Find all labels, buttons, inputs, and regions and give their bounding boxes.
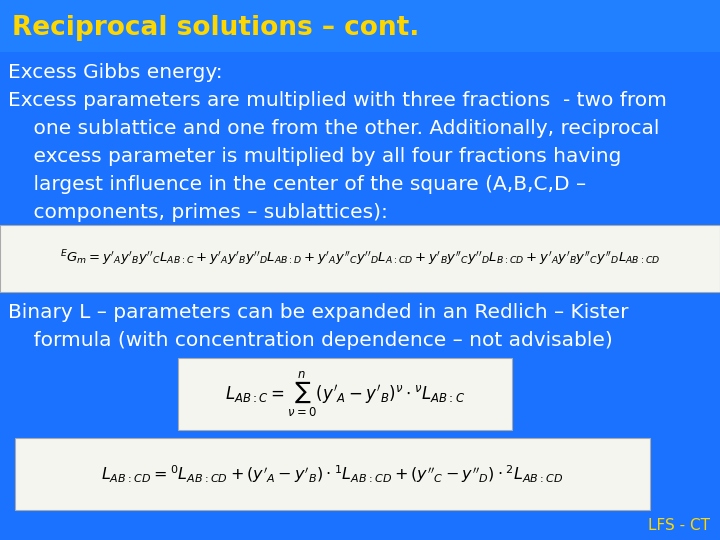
Text: formula (with concentration dependence – not advisable): formula (with concentration dependence –… — [8, 330, 613, 349]
Text: excess parameter is multiplied by all four fractions having: excess parameter is multiplied by all fo… — [8, 146, 621, 165]
FancyBboxPatch shape — [0, 0, 720, 52]
Text: $L_{AB:CD} = {^{0}}L_{AB:CD} + (y'_{A} - y'_{B}) \cdot {^{1}}L_{AB:CD} + (y''_{C: $L_{AB:CD} = {^{0}}L_{AB:CD} + (y'_{A} -… — [102, 463, 564, 485]
Text: $^{E}G_{m} = y'_{A}y'_{B}y''_{C}L_{AB:C} + y'_{A}y'_{B}y''_{D}L_{AB:D} + y'_{A}y: $^{E}G_{m} = y'_{A}y'_{B}y''_{C}L_{AB:C}… — [60, 249, 660, 268]
Text: components, primes – sublattices):: components, primes – sublattices): — [8, 202, 388, 221]
Text: $L_{AB:C} = \sum_{\nu=0}^{n}(y'_{A} - y'_{B})^{\nu} \cdot {^{\nu}}L_{AB:C}$: $L_{AB:C} = \sum_{\nu=0}^{n}(y'_{A} - y'… — [225, 369, 465, 418]
FancyBboxPatch shape — [178, 358, 512, 430]
Text: Reciprocal solutions – cont.: Reciprocal solutions – cont. — [12, 15, 419, 41]
Text: Excess parameters are multiplied with three fractions  - two from: Excess parameters are multiplied with th… — [8, 91, 667, 110]
FancyBboxPatch shape — [0, 225, 720, 292]
Text: Binary L – parameters can be expanded in an Redlich – Kister: Binary L – parameters can be expanded in… — [8, 302, 629, 321]
Text: largest influence in the center of the square (A,B,C,D –: largest influence in the center of the s… — [8, 174, 586, 193]
Text: Excess Gibbs energy:: Excess Gibbs energy: — [8, 63, 222, 82]
FancyBboxPatch shape — [15, 438, 650, 510]
Text: LFS - CT: LFS - CT — [648, 518, 710, 534]
Text: one sublattice and one from the other. Additionally, reciprocal: one sublattice and one from the other. A… — [8, 118, 660, 138]
